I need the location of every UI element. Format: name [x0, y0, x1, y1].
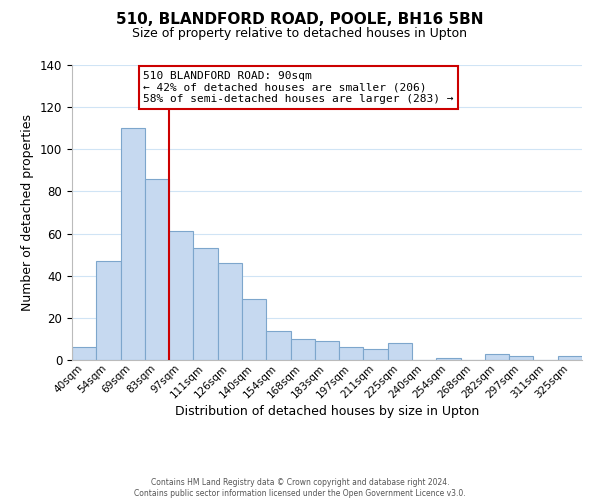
Text: 510, BLANDFORD ROAD, POOLE, BH16 5BN: 510, BLANDFORD ROAD, POOLE, BH16 5BN — [116, 12, 484, 28]
Bar — [315, 341, 339, 360]
Bar — [145, 179, 169, 360]
Bar — [169, 232, 193, 360]
Bar — [485, 354, 509, 360]
Bar — [558, 356, 582, 360]
Bar — [96, 261, 121, 360]
Bar — [72, 348, 96, 360]
Bar — [266, 330, 290, 360]
Bar — [121, 128, 145, 360]
Bar — [509, 356, 533, 360]
Bar — [242, 299, 266, 360]
Bar — [436, 358, 461, 360]
Text: Contains HM Land Registry data © Crown copyright and database right 2024.
Contai: Contains HM Land Registry data © Crown c… — [134, 478, 466, 498]
X-axis label: Distribution of detached houses by size in Upton: Distribution of detached houses by size … — [175, 405, 479, 418]
Bar — [193, 248, 218, 360]
Text: Size of property relative to detached houses in Upton: Size of property relative to detached ho… — [133, 28, 467, 40]
Bar — [339, 348, 364, 360]
Bar — [218, 263, 242, 360]
Bar — [388, 343, 412, 360]
Text: 510 BLANDFORD ROAD: 90sqm
← 42% of detached houses are smaller (206)
58% of semi: 510 BLANDFORD ROAD: 90sqm ← 42% of detac… — [143, 71, 454, 104]
Bar — [290, 339, 315, 360]
Bar — [364, 350, 388, 360]
Y-axis label: Number of detached properties: Number of detached properties — [22, 114, 34, 311]
